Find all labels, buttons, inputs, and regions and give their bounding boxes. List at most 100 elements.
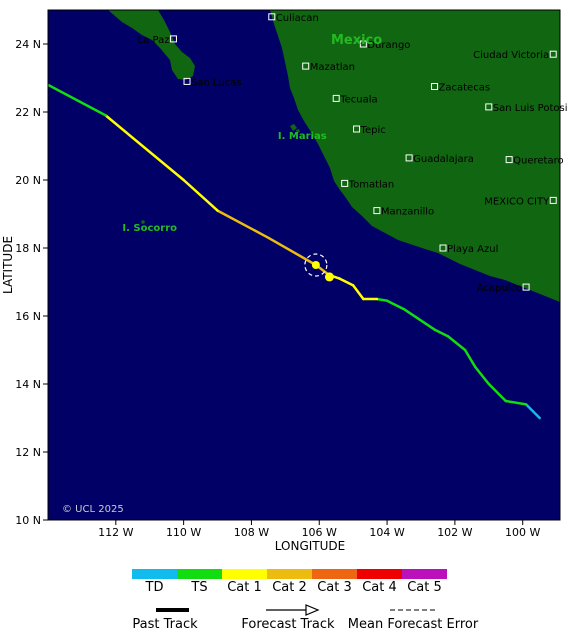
- city-label: Guadalajara: [413, 154, 474, 165]
- legend-label: Cat 4: [362, 580, 397, 595]
- city-label: MEXICO CITY: [484, 196, 550, 207]
- forecast-error-circle: [304, 253, 328, 277]
- track-segment: [433, 328, 450, 338]
- track-segment: [463, 348, 477, 369]
- x-tick-label: 108 W: [234, 526, 269, 539]
- x-tick-label: 100 W: [505, 526, 540, 539]
- legend-swatch: [357, 569, 402, 579]
- x-tick-label: 104 W: [369, 526, 404, 539]
- city-marker-icon: [341, 179, 349, 187]
- legend-swatch: [267, 569, 312, 579]
- city-label: Mazatlan: [310, 62, 355, 73]
- city-marker-icon: [505, 156, 513, 164]
- track-segment: [524, 403, 541, 420]
- socorro-island: [141, 220, 145, 224]
- legend-swatch: [222, 569, 267, 579]
- city-marker-icon: [373, 207, 381, 215]
- y-tick-label: 12 N: [15, 446, 41, 459]
- previous-position-marker: [324, 272, 334, 282]
- legend-label: TS: [190, 580, 207, 595]
- city-label: Tepic: [360, 125, 386, 136]
- legend-label: Cat 5: [407, 580, 442, 595]
- legend-label: Cat 1: [227, 580, 262, 595]
- islas-marias-islands: [290, 124, 300, 133]
- city-marker-icon: [405, 154, 413, 162]
- city-marker-icon: [549, 196, 557, 204]
- track-segment: [267, 236, 318, 267]
- city-label: Manzanillo: [381, 207, 434, 218]
- y-tick-label: 18 N: [15, 242, 41, 255]
- city-label: Tecuala: [339, 94, 377, 105]
- legend-swatch: [402, 569, 447, 579]
- track-segment: [504, 399, 528, 406]
- city-marker-icon: [302, 62, 310, 70]
- x-tick-label: 106 W: [302, 526, 337, 539]
- x-axis-title: LONGITUDE: [275, 539, 345, 553]
- y-tick-label: 22 N: [15, 106, 41, 119]
- y-tick-label: 14 N: [15, 378, 41, 391]
- y-axis: 10 N 12 N 14 N 16 N 18 N 20 N 22 N 24 N: [15, 38, 48, 527]
- map-plot-area: Culiacan La Paz Durango Ciudad Victoria Maza…: [47, 9, 568, 521]
- track-segment: [216, 209, 270, 240]
- city-label: Queretaro: [513, 156, 563, 167]
- track-segment: [402, 307, 436, 331]
- legend-label: Cat 2: [272, 580, 307, 595]
- city-marker-icon: [359, 40, 367, 48]
- x-tick-label: 112 W: [98, 526, 133, 539]
- past-track-label: Past Track: [132, 617, 198, 632]
- track-segment: [48, 83, 107, 117]
- track-segment: [351, 284, 365, 301]
- city-marker-icon: [439, 244, 447, 252]
- city-label: Zacatecas: [439, 83, 491, 94]
- city-label: San Lucas: [191, 77, 242, 88]
- city-marker-icon: [353, 125, 361, 133]
- city-marker-icon: [431, 83, 439, 90]
- track-segment: [446, 335, 467, 352]
- current-position-marker: [311, 261, 320, 269]
- mean-error-label: Mean Forecast Error: [348, 617, 479, 632]
- city-markers: Culiacan La Paz Durango Ciudad Victoria Maza…: [138, 13, 568, 294]
- x-tick-label: 102 W: [437, 526, 472, 539]
- y-tick-label: 24 N: [15, 38, 41, 51]
- city-marker-icon: [268, 13, 276, 21]
- y-tick-label: 16 N: [15, 310, 41, 323]
- forecast-arrow-icon: [305, 604, 320, 616]
- y-axis-title: LATITUDE: [1, 236, 15, 294]
- track-segment: [182, 178, 219, 212]
- city-marker-icon: [522, 283, 530, 291]
- city-label: Durango: [367, 40, 410, 51]
- mexico-mainland: [270, 10, 560, 302]
- track-legend: Past Track Forecast Track Mean Forecast …: [132, 604, 479, 632]
- city-marker-icon: [549, 50, 557, 58]
- baja-california: [108, 10, 195, 80]
- plot-frame: [47, 9, 561, 521]
- city-label: Ciudad Victoria: [473, 50, 549, 61]
- city-label: Playa Azul: [447, 244, 498, 255]
- legend-label: Cat 3: [317, 580, 352, 595]
- city-marker-icon: [183, 77, 191, 85]
- legend-label: TD: [145, 580, 164, 595]
- city-label: Acapulco: [477, 283, 522, 294]
- city-label: Tomatlan: [348, 179, 395, 190]
- track-segment: [473, 365, 491, 386]
- track-segment: [385, 299, 406, 311]
- legend-swatch: [132, 569, 177, 579]
- track-segment: [104, 114, 185, 182]
- track-segment: [375, 297, 389, 302]
- city-label: San Luis Potosi: [493, 103, 568, 114]
- city-marker-icon: [169, 35, 177, 43]
- x-axis: 112 W 110 W 108 W 106 W 104 W 102 W 100 W: [98, 520, 541, 539]
- legend-swatch: [312, 569, 357, 579]
- city-marker-icon: [485, 103, 493, 111]
- y-tick-label: 20 N: [15, 174, 41, 187]
- storm-track: [48, 83, 541, 420]
- y-tick-label: 10 N: [15, 514, 41, 527]
- copyright-text: © UCL 2025: [62, 504, 124, 515]
- region-label: Mexico: [331, 33, 382, 48]
- city-label: Culiacan: [276, 13, 319, 24]
- track-segment: [487, 382, 507, 403]
- city-label: La Paz: [138, 35, 170, 46]
- category-legend: TD TS Cat 1 Cat 2 Cat 3 Cat 4 Cat 5: [132, 569, 447, 595]
- city-marker-icon: [332, 94, 340, 102]
